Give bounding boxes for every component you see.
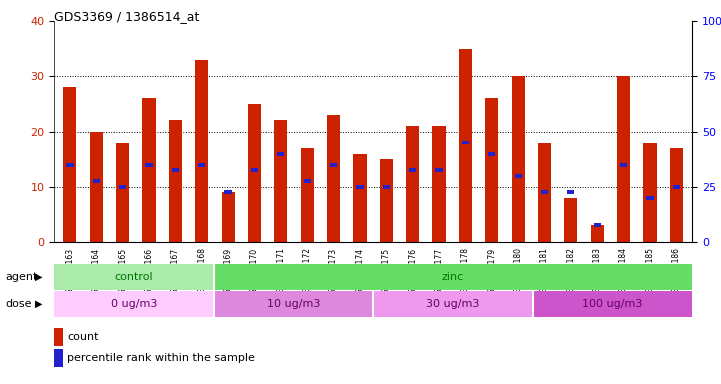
Bar [590, 225, 603, 242]
Bar [143, 98, 156, 242]
Bar [643, 142, 657, 242]
Bar [54, 264, 213, 290]
Bar [119, 185, 126, 189]
Bar [304, 179, 311, 183]
Bar [198, 163, 205, 167]
Bar [213, 264, 692, 290]
Bar [620, 163, 627, 167]
Bar [383, 185, 390, 189]
Text: count: count [67, 332, 99, 342]
Text: agent: agent [6, 272, 38, 282]
Text: GDS3369 / 1386514_at: GDS3369 / 1386514_at [54, 10, 200, 23]
Bar [221, 192, 235, 242]
Bar [593, 223, 601, 227]
Bar [213, 291, 373, 317]
Bar [565, 198, 578, 242]
Bar [461, 141, 469, 144]
Text: 30 ug/m3: 30 ug/m3 [426, 299, 479, 309]
Bar [533, 291, 692, 317]
Bar [54, 291, 213, 317]
Bar [172, 168, 179, 172]
Bar [409, 168, 416, 172]
Bar [541, 190, 548, 194]
Bar [89, 132, 103, 242]
Bar [459, 49, 472, 242]
Bar [617, 76, 630, 242]
Bar [66, 163, 74, 167]
Bar [646, 196, 654, 200]
Bar [353, 154, 366, 242]
Text: zinc: zinc [442, 272, 464, 282]
Text: percentile rank within the sample: percentile rank within the sample [67, 353, 255, 363]
Bar [673, 185, 680, 189]
Text: 100 ug/m3: 100 ug/m3 [583, 299, 642, 309]
Bar [146, 163, 153, 167]
Bar [248, 104, 261, 242]
Bar [515, 174, 522, 178]
Bar [538, 142, 551, 242]
Bar [274, 121, 288, 242]
Bar [277, 152, 285, 156]
Bar [330, 163, 337, 167]
Text: ▶: ▶ [35, 272, 42, 282]
Text: ▶: ▶ [35, 299, 42, 309]
Bar [433, 126, 446, 242]
Bar [327, 115, 340, 242]
Bar [195, 60, 208, 242]
Bar [488, 152, 495, 156]
Bar [251, 168, 258, 172]
Bar [406, 126, 419, 242]
Text: dose: dose [6, 299, 32, 309]
Text: 10 ug/m3: 10 ug/m3 [267, 299, 320, 309]
Bar [63, 88, 76, 242]
Bar [511, 76, 525, 242]
Bar [567, 190, 575, 194]
Bar [485, 98, 498, 242]
Bar [435, 168, 443, 172]
Bar [670, 148, 683, 242]
Bar [301, 148, 314, 242]
Text: control: control [115, 272, 153, 282]
Bar [116, 142, 129, 242]
Bar [169, 121, 182, 242]
Bar [224, 190, 231, 194]
Bar [356, 185, 363, 189]
Bar [380, 159, 393, 242]
Bar [92, 179, 100, 183]
Bar [373, 291, 533, 317]
Text: 0 ug/m3: 0 ug/m3 [110, 299, 157, 309]
